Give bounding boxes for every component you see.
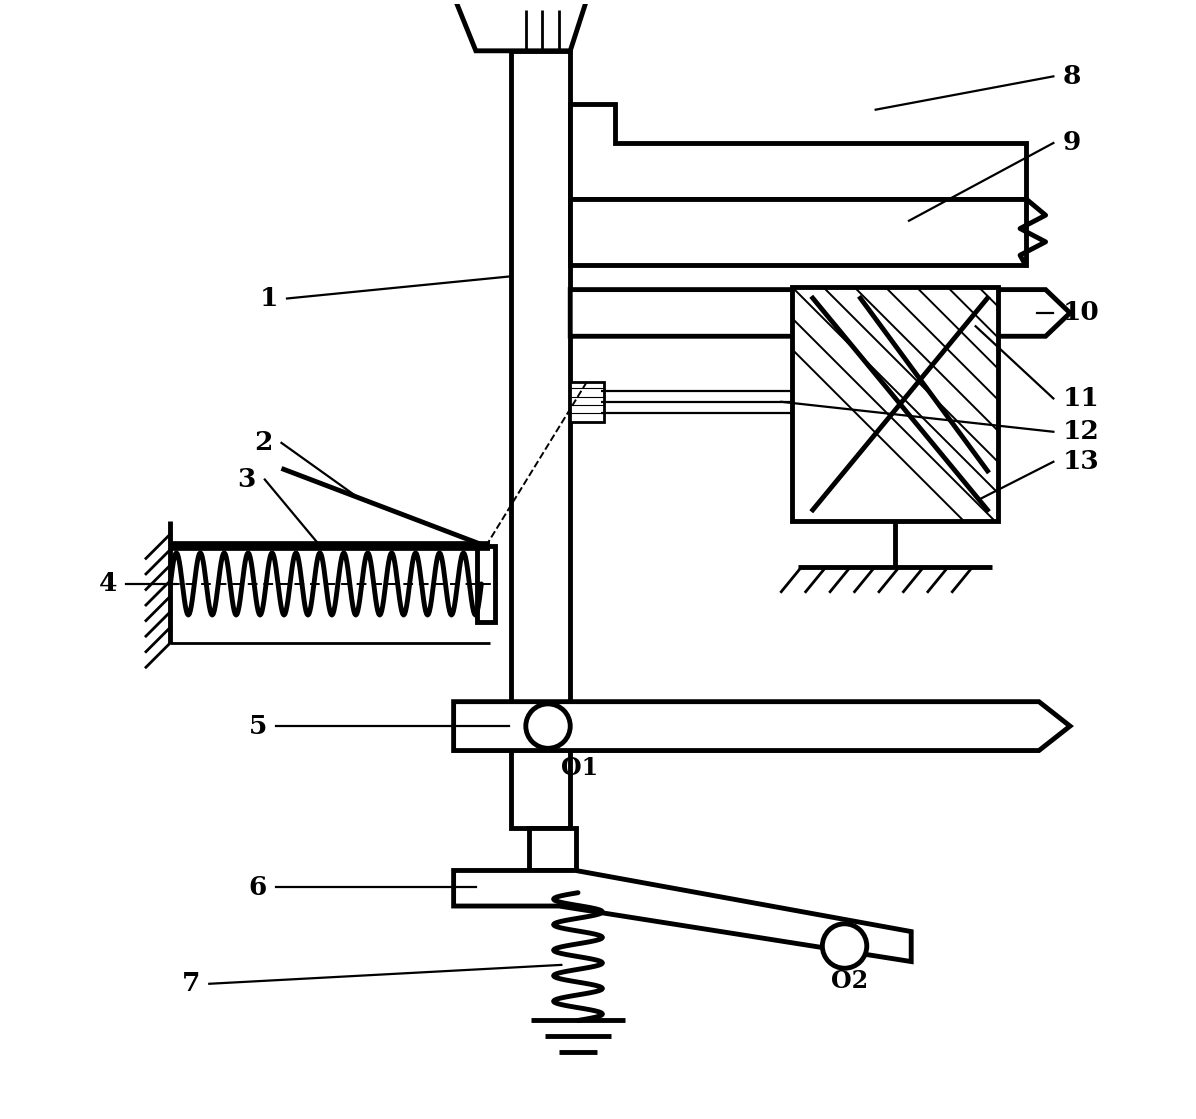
Circle shape (526, 704, 570, 749)
Text: 7: 7 (182, 971, 201, 996)
Polygon shape (453, 702, 1070, 751)
Text: 2: 2 (255, 431, 273, 455)
Bar (570, 382, 604, 422)
Text: 9: 9 (1062, 131, 1080, 156)
Text: 10: 10 (1062, 300, 1099, 326)
Polygon shape (570, 290, 1070, 336)
Text: 4: 4 (98, 572, 117, 596)
Bar (529, 828, 575, 871)
Text: 13: 13 (1062, 449, 1099, 474)
Polygon shape (448, 0, 592, 50)
Circle shape (823, 924, 867, 968)
Text: 3: 3 (238, 467, 256, 492)
Text: 11: 11 (1062, 386, 1099, 411)
Text: O2: O2 (831, 969, 868, 994)
Text: 12: 12 (1062, 420, 1099, 444)
Text: 5: 5 (249, 714, 267, 739)
Polygon shape (453, 871, 911, 961)
Polygon shape (570, 198, 1026, 265)
Text: 8: 8 (1062, 64, 1081, 88)
Text: 1: 1 (260, 286, 279, 311)
Polygon shape (570, 104, 1026, 198)
Bar (512, 50, 570, 828)
Text: O1: O1 (561, 756, 598, 780)
Bar (477, 546, 495, 622)
Bar (793, 288, 997, 520)
Text: 6: 6 (249, 875, 267, 900)
